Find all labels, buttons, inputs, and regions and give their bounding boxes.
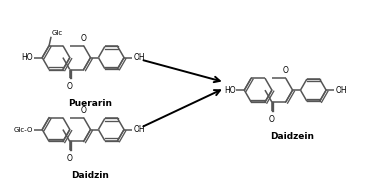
Text: Daidzein: Daidzein [271, 131, 315, 141]
Text: O: O [67, 82, 73, 91]
Text: Glc: Glc [52, 30, 63, 36]
Text: O: O [67, 154, 73, 163]
Text: HO: HO [224, 86, 235, 95]
Text: O: O [81, 34, 86, 43]
Text: O: O [283, 66, 289, 75]
Text: OH: OH [134, 53, 145, 62]
Text: O: O [269, 115, 275, 124]
Text: Glc-O: Glc-O [14, 127, 33, 133]
Text: HO: HO [22, 53, 33, 62]
Text: OH: OH [336, 86, 348, 95]
Text: Puerarin: Puerarin [68, 99, 112, 108]
Text: Daidzin: Daidzin [72, 171, 109, 180]
Text: O: O [81, 106, 86, 115]
Text: OH: OH [134, 125, 145, 134]
